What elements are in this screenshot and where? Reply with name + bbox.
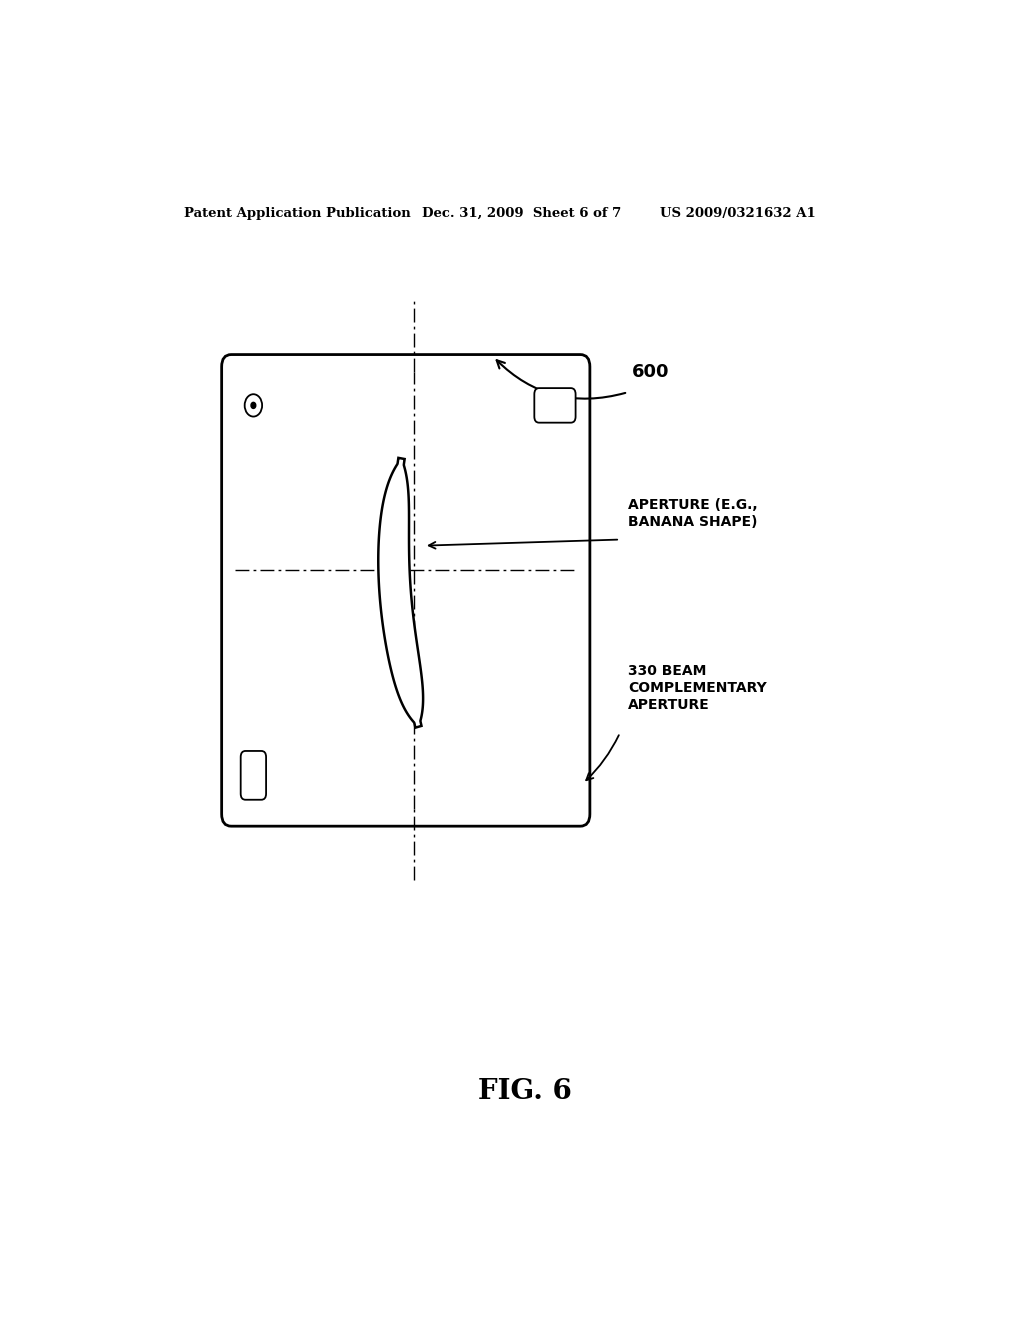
Text: Dec. 31, 2009  Sheet 6 of 7: Dec. 31, 2009 Sheet 6 of 7 — [422, 207, 621, 220]
Text: 600: 600 — [632, 363, 670, 381]
Text: FIG. 6: FIG. 6 — [478, 1078, 571, 1105]
FancyBboxPatch shape — [221, 355, 590, 826]
Circle shape — [251, 403, 256, 408]
Text: 330 BEAM
COMPLEMENTARY
APERTURE: 330 BEAM COMPLEMENTARY APERTURE — [628, 664, 767, 713]
Text: US 2009/0321632 A1: US 2009/0321632 A1 — [659, 207, 815, 220]
FancyBboxPatch shape — [535, 388, 575, 422]
Text: Patent Application Publication: Patent Application Publication — [183, 207, 411, 220]
FancyBboxPatch shape — [241, 751, 266, 800]
Polygon shape — [378, 458, 423, 727]
Text: APERTURE (E.G.,
BANANA SHAPE): APERTURE (E.G., BANANA SHAPE) — [628, 498, 758, 529]
